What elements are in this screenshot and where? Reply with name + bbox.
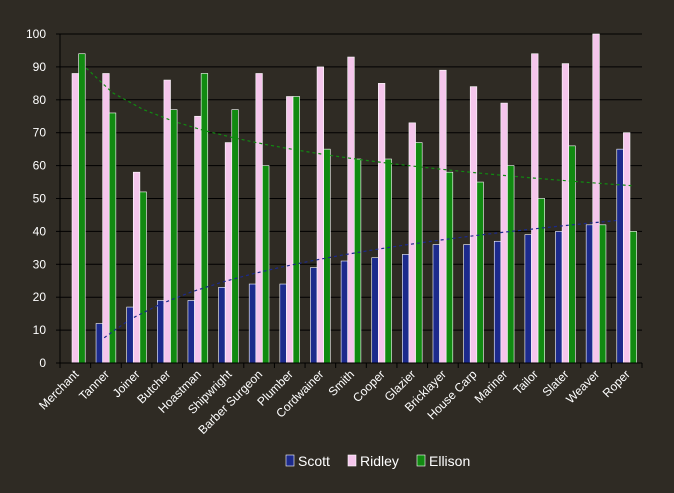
y-tick-labels: 0 10 20 30 40 50 60 70 80 90 100: [26, 27, 46, 370]
bar-ridley-smith: [347, 56, 355, 364]
bar-ridley-plumber: [286, 96, 294, 364]
legend-label-ellison: Ellison: [429, 453, 470, 469]
bar-ellison-tailor: [537, 198, 545, 364]
bar-scott-cordwainer: [310, 267, 318, 364]
trendlines: [81, 63, 634, 342]
bar-ridley-tanner: [102, 73, 110, 364]
bar-ridley-hoastman: [194, 115, 202, 364]
bar-scott-barber-surgeon: [248, 283, 257, 364]
bar-ridley-roper: [623, 132, 631, 364]
bar-ellison-cordwainer: [323, 148, 331, 364]
y-tick-label: 70: [33, 126, 47, 140]
bar-ellison-smith: [353, 158, 362, 364]
bar-ridley-butcher: [163, 79, 171, 364]
bar-ridley-merchant: [71, 73, 79, 364]
bar-scott-cooper: [371, 257, 379, 364]
y-tick-label: 40: [33, 224, 47, 238]
bar-ellison-mariner: [507, 165, 515, 364]
bar-ridley-joiner: [132, 171, 141, 364]
bar-ellison-joiner: [139, 191, 147, 364]
bar-ellison-weaver: [599, 224, 607, 364]
y-tick-label: 20: [33, 290, 47, 304]
bar-scott-smith: [340, 260, 349, 364]
bar-scott-roper: [616, 148, 624, 364]
bar-scott-butcher: [157, 300, 165, 364]
axes: [59, 34, 643, 368]
bar-scott-tanner: [95, 323, 103, 364]
bar-scott-slater: [555, 231, 563, 364]
legend-swatch-ellison: [416, 454, 426, 467]
y-tick-label: 60: [33, 159, 47, 173]
x-tick-label-merchant: Merchant: [36, 367, 82, 413]
bar-ridley-weaver: [592, 33, 600, 364]
bar-scott-mariner: [493, 240, 502, 364]
bar-ridley-bricklayer: [439, 69, 447, 364]
x-tick-labels: MerchantTannerJoinerButcherHoastmanShipw…: [36, 367, 633, 437]
bar-scott-plumber: [279, 283, 287, 364]
legend-swatch-ridley: [347, 454, 357, 467]
bar-ellison-barber-surgeon: [262, 165, 270, 364]
legend-label-ridley: Ridley: [360, 453, 399, 469]
bar-ellison-house-carp: [476, 181, 484, 364]
bar-scott-bricklayer: [432, 244, 440, 364]
y-tick-label: 30: [33, 257, 47, 271]
bar-scott-hoastman: [187, 300, 195, 364]
bar-scott-tailor: [524, 234, 532, 364]
y-tick-label: 100: [26, 27, 46, 41]
bar-ellison-merchant: [78, 53, 86, 364]
bar-ridley-slater: [561, 63, 570, 364]
x-tick-label-weaver: Weaver: [563, 367, 602, 406]
y-tick-label: 0: [39, 356, 46, 370]
x-tick-label-cooper: Cooper: [350, 367, 388, 405]
bar-scott-glazier: [402, 254, 410, 364]
bar-ellison-slater: [568, 145, 576, 364]
trendline-ellison: [81, 63, 634, 187]
bar-scott-house-carp: [463, 244, 471, 364]
bar-ridley-barber-surgeon: [255, 73, 263, 364]
y-tick-label: 50: [33, 192, 47, 206]
x-tick-label-tailor: Tailor: [511, 367, 541, 397]
x-tick-label-roper: Roper: [600, 367, 633, 400]
bar-ellison-shipwright: [231, 109, 239, 364]
bar-ellison-roper: [629, 231, 637, 364]
bar-ellison-plumber: [292, 96, 300, 364]
bar-ellison-cooper: [384, 158, 392, 364]
bar-scott-weaver: [585, 224, 594, 364]
y-tick-label: 10: [33, 323, 47, 337]
bar-ellison-bricklayer: [445, 171, 454, 364]
bar-scott-shipwright: [218, 287, 226, 364]
legend-label-scott: Scott: [298, 453, 330, 469]
bar-ellison-glazier: [415, 142, 423, 364]
bar-ellison-butcher: [170, 109, 178, 364]
bar-ellison-tanner: [108, 112, 117, 364]
bar-ridley-cooper: [378, 83, 386, 364]
bar-ridley-tailor: [531, 53, 539, 364]
bar-ridley-mariner: [500, 102, 508, 364]
y-tick-label: 90: [33, 60, 47, 74]
bar-ridley-house-carp: [469, 86, 478, 364]
x-tick-label-mariner: Mariner: [472, 367, 511, 406]
bar-ridley-glazier: [408, 122, 416, 364]
bar-scott-joiner: [126, 306, 134, 364]
x-tick-label-tanner: Tanner: [76, 367, 112, 403]
bar-ellison-hoastman: [200, 73, 209, 364]
legend-swatch-scott: [285, 454, 295, 467]
bar-ridley-shipwright: [224, 142, 233, 364]
legend: Scott Ridley Ellison: [285, 453, 470, 469]
y-tick-label: 80: [33, 93, 47, 107]
bars: [71, 33, 637, 364]
bar-ridley-cordwainer: [316, 66, 324, 364]
trendline-scott: [98, 219, 621, 342]
